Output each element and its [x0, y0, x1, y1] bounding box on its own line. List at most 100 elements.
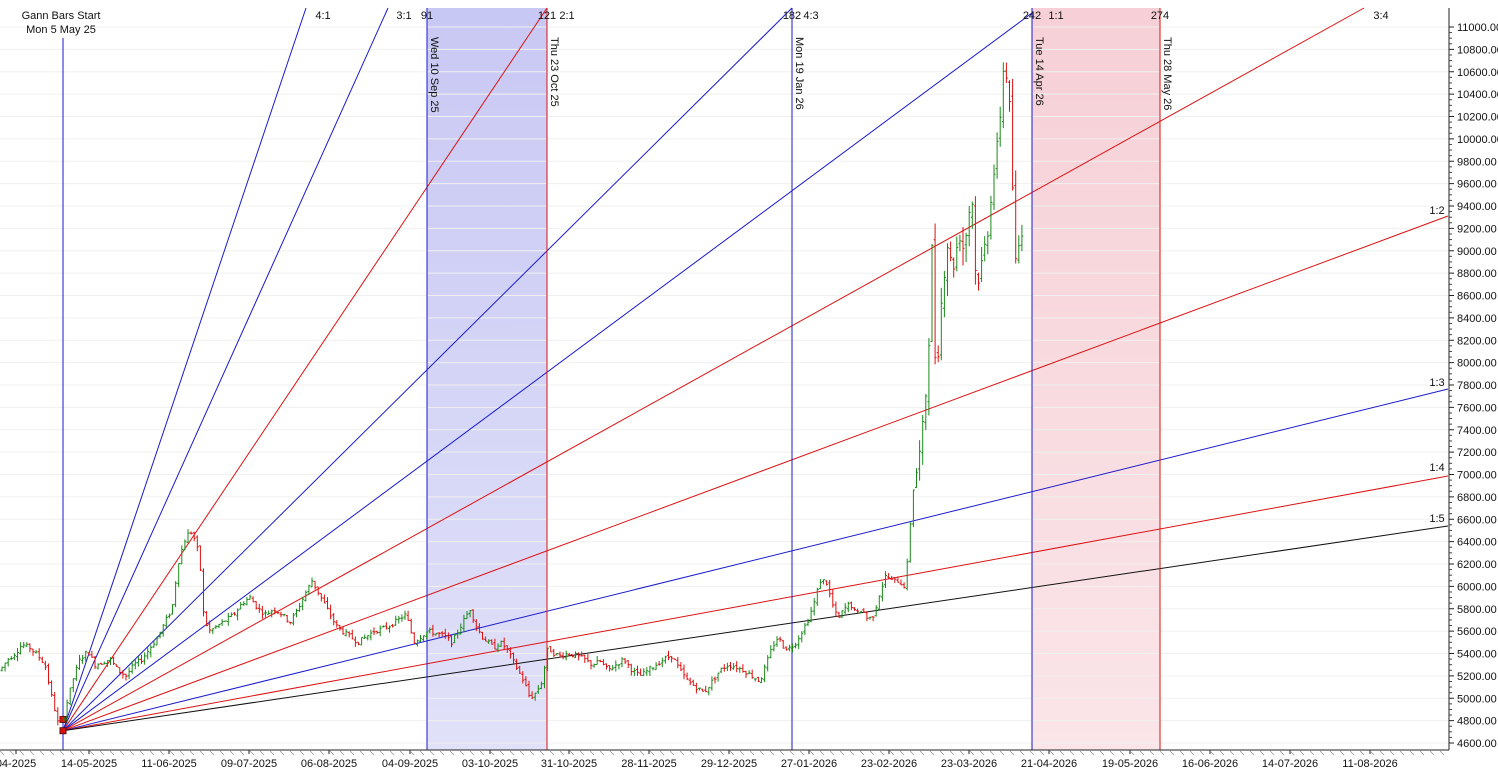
price-bar: [167, 613, 171, 619]
x-axis-minor-tick: [449, 750, 455, 756]
price-bar: [818, 578, 822, 590]
y-tick-label: 7200.00: [1457, 447, 1497, 459]
price-bar: [546, 647, 550, 672]
price-bar: [809, 606, 813, 623]
x-axis-minor-tick: [859, 750, 865, 756]
price-bar: [896, 576, 900, 583]
price-bar: [908, 522, 912, 563]
price-bar: [530, 691, 534, 700]
price-bar: [660, 657, 664, 668]
price-bar: [90, 650, 94, 658]
price-bar: [614, 660, 618, 672]
price-bar: [998, 106, 1002, 147]
x-axis-minor-tick: [479, 750, 485, 756]
price-bar: [645, 667, 649, 676]
x-axis-minor-tick: [1119, 750, 1125, 756]
price-bar: [406, 610, 410, 621]
vertical-marker-date: Tue 14 Apr 26: [1033, 37, 1045, 106]
y-tick-label: 4600.00: [1457, 738, 1497, 750]
x-axis-minor-tick: [189, 750, 195, 756]
x-axis-minor-tick: [339, 750, 345, 756]
x-axis-minor-tick: [69, 750, 75, 756]
x-tick-label: 04-09-2025: [382, 758, 438, 770]
price-bar: [753, 678, 757, 682]
price-bar: [828, 579, 832, 598]
x-axis-minor-tick: [679, 750, 685, 756]
y-tick-label: 10600.00: [1457, 67, 1498, 79]
x-axis-minor-tick: [719, 750, 725, 756]
price-bar: [577, 652, 581, 661]
x-axis-minor-tick: [1409, 750, 1415, 756]
price-bar: [685, 672, 689, 681]
x-axis-minor-tick: [1339, 750, 1345, 756]
price-bar: [202, 568, 205, 617]
price-bar: [983, 236, 987, 262]
price-bar: [918, 440, 922, 481]
price-bar: [326, 597, 329, 610]
price-bar: [1014, 170, 1018, 264]
x-axis-minor-tick: [1299, 750, 1305, 756]
x-axis-minor-tick: [489, 750, 495, 756]
x-axis-minor-tick: [529, 750, 535, 756]
x-axis-minor-tick: [689, 750, 695, 756]
price-bar: [257, 603, 261, 613]
labels: Gann Bars Start Mon 5 May 25 4:1 3:1 2:1 4:…: [22, 10, 1445, 525]
x-axis-minor-tick: [289, 750, 295, 756]
x-axis-minor-tick: [949, 750, 955, 756]
y-tick-label: 9200.00: [1457, 223, 1497, 235]
x-axis-minor-tick: [239, 750, 245, 756]
price-bar: [527, 680, 531, 698]
price-bar: [505, 645, 509, 653]
gann-fan-label: 1:1: [1048, 10, 1063, 22]
price-bar: [769, 645, 773, 659]
price-bar: [0, 666, 4, 672]
price-bar: [102, 661, 106, 665]
price-bar: [539, 681, 543, 690]
x-axis-minor-tick: [759, 750, 765, 756]
price-bar: [471, 609, 475, 623]
price-bar: [468, 609, 472, 618]
x-axis-minor-tick: [1209, 750, 1215, 756]
price-bar: [171, 604, 174, 615]
price-bar: [973, 196, 977, 285]
x-tick-label: 06-08-2025: [301, 758, 357, 770]
gann-fan-line: [62, 7, 1365, 732]
price-bar: [174, 581, 178, 608]
x-axis-minor-tick: [279, 750, 285, 756]
vertical-marker-count: 182: [783, 10, 801, 22]
price-bar: [859, 610, 863, 614]
x-axis-minor-tick: [259, 750, 265, 756]
price-bar: [995, 132, 999, 179]
y-tick-label: 6400.00: [1457, 537, 1497, 549]
x-axis-minor-tick: [119, 750, 125, 756]
price-bar: [887, 573, 891, 579]
x-axis-minor-tick: [1229, 750, 1235, 756]
price-bar: [738, 666, 742, 673]
price-bar: [347, 631, 351, 638]
gann-fan: [62, 7, 1449, 732]
price-bar: [915, 468, 918, 489]
price-bar: [226, 612, 230, 626]
x-axis-minor-tick: [89, 750, 95, 756]
y-tick-label: 10000.00: [1457, 134, 1498, 146]
price-bar: [186, 529, 190, 543]
price-bar: [803, 622, 807, 636]
price-bar: [561, 652, 565, 660]
x-axis-minor-tick: [79, 750, 85, 756]
price-bar: [654, 662, 658, 671]
y-tick-label: 5800.00: [1457, 604, 1497, 616]
price-bar: [927, 338, 931, 416]
x-axis-minor-tick: [599, 750, 605, 756]
x-axis-minor-tick: [519, 750, 525, 756]
x-axis-minor-tick: [669, 750, 675, 756]
price-bar: [223, 620, 227, 622]
price-bar: [391, 624, 395, 628]
price-bar: [152, 640, 156, 648]
price-bar: [422, 635, 426, 643]
price-bar: [31, 648, 35, 656]
price-bar: [902, 582, 906, 589]
x-tick-label: 31-10-2025: [541, 758, 597, 770]
price-bar: [481, 631, 484, 640]
x-axis-minor-tick: [629, 750, 635, 756]
